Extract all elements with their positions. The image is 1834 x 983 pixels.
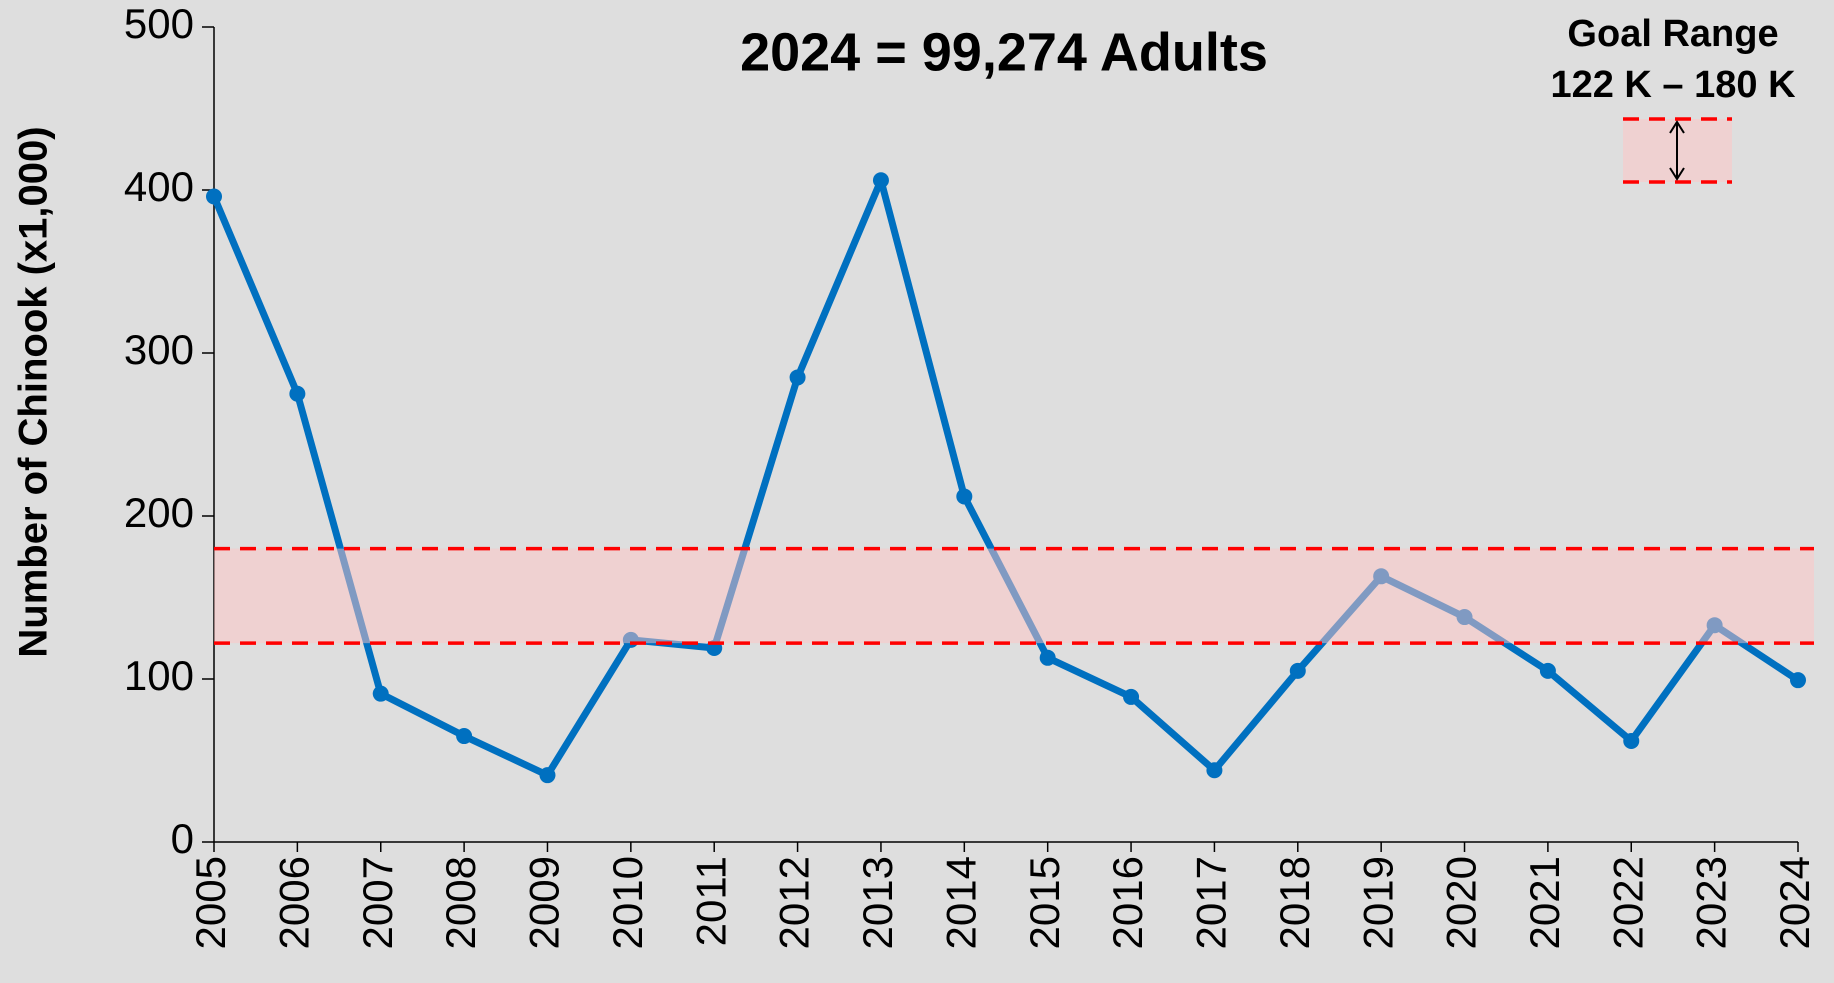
x-tick-label: 2007 xyxy=(354,856,401,949)
data-point xyxy=(289,385,306,402)
data-point xyxy=(206,188,222,205)
x-tick-label: 2016 xyxy=(1104,856,1151,949)
data-point xyxy=(1123,688,1140,705)
data-point xyxy=(539,767,556,784)
x-tick-label: 2010 xyxy=(604,856,651,949)
x-tick-label: 2009 xyxy=(521,856,568,949)
x-tick-label: 2005 xyxy=(187,856,234,949)
data-point xyxy=(1289,662,1306,679)
data-point xyxy=(1790,672,1806,689)
x-tick-label: 2020 xyxy=(1438,856,1485,949)
y-tick-label: 200 xyxy=(124,489,194,536)
x-tick-label: 2006 xyxy=(270,856,317,949)
data-point xyxy=(872,172,889,189)
x-tick-label: 2012 xyxy=(771,856,818,949)
y-tick-label: 300 xyxy=(124,326,194,373)
x-tick-label: 2019 xyxy=(1354,856,1401,949)
y-tick-label: 0 xyxy=(171,815,194,862)
data-point xyxy=(789,369,806,386)
x-tick-label: 2022 xyxy=(1604,856,1651,949)
data-point xyxy=(1206,762,1223,779)
x-tick-label: 2024 xyxy=(1771,856,1818,949)
x-tick-label: 2018 xyxy=(1271,856,1318,949)
x-tick-label: 2011 xyxy=(687,856,734,946)
legend-arrow-head xyxy=(1669,120,1685,181)
x-tick-label: 2023 xyxy=(1688,856,1735,949)
legend-label: 122 K – 180 K xyxy=(1550,64,1796,106)
data-point xyxy=(1623,732,1640,749)
data-point xyxy=(372,685,389,702)
x-tick-label: 2008 xyxy=(437,856,484,949)
goal-band xyxy=(214,548,1814,644)
y-tick-label: 400 xyxy=(124,163,194,210)
x-tick-label: 2015 xyxy=(1021,856,1068,949)
data-point xyxy=(1039,649,1056,666)
data-point xyxy=(456,728,473,745)
y-tick-label: 500 xyxy=(124,0,194,47)
y-axis-label: Number of Chinook (x1,000) xyxy=(12,126,56,657)
x-tick-label: 2013 xyxy=(854,856,901,949)
x-tick-label: 2014 xyxy=(937,856,984,949)
x-tick-label: 2021 xyxy=(1521,856,1568,949)
x-tick-label: 2017 xyxy=(1188,856,1235,949)
legend-title: Goal Range xyxy=(1567,13,1778,55)
chart-title: 2024 = 99,274 Adults xyxy=(740,22,1268,82)
data-point xyxy=(956,488,973,505)
data-point xyxy=(1539,662,1556,679)
y-tick-label: 100 xyxy=(124,652,194,699)
